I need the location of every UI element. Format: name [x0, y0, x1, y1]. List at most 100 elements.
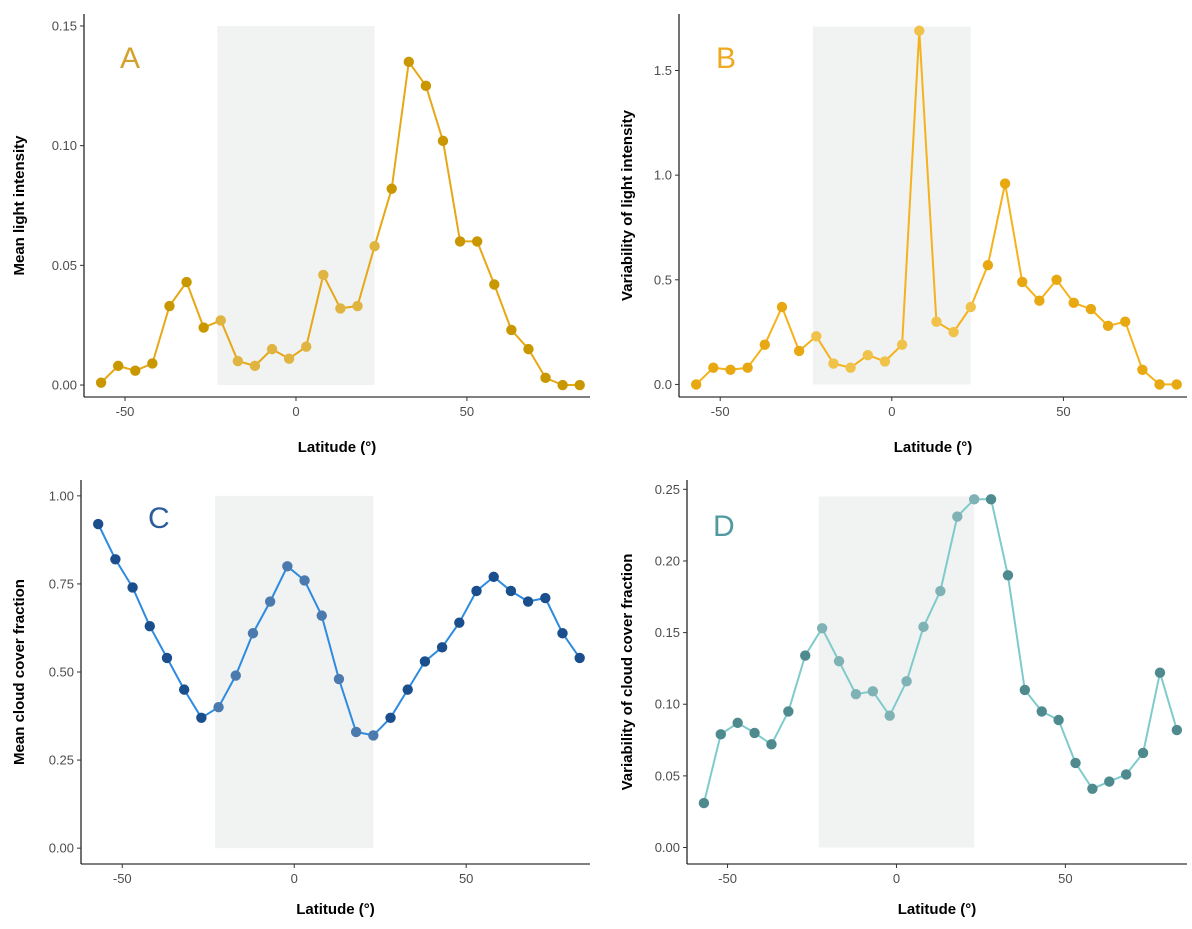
data-point — [247, 628, 259, 639]
data-point — [127, 582, 138, 593]
y-tick-label: 1.00 — [49, 488, 74, 503]
x-tick-label: -50 — [718, 871, 737, 886]
data-point — [982, 259, 994, 271]
x-tick-label: 0 — [893, 871, 900, 886]
y-axis-title: Mean light intensity — [11, 135, 28, 276]
data-point — [540, 372, 551, 384]
data-point — [350, 726, 362, 738]
data-point — [776, 301, 788, 313]
y-tick-label: 0.10 — [52, 138, 77, 153]
data-point — [896, 339, 908, 350]
panel-letter: D — [713, 510, 735, 543]
data-point — [968, 494, 980, 505]
data-point — [1102, 320, 1114, 332]
data-point — [914, 25, 925, 36]
x-axis-title: Latitude (°) — [894, 439, 973, 456]
data-point — [282, 561, 293, 572]
data-point — [147, 358, 158, 369]
data-point — [793, 345, 805, 357]
panel-b: 0.0 0.5 1.0 1.5 -50 0 50 Latitude (°) Variabilit… — [619, 14, 1187, 456]
data-point — [985, 494, 997, 505]
data-point — [1154, 667, 1166, 678]
tropics-band — [215, 495, 374, 849]
data-point — [95, 377, 107, 388]
data-point — [698, 797, 710, 809]
data-point — [130, 365, 141, 376]
data-point — [488, 571, 499, 583]
x-tick-label: 50 — [1058, 871, 1072, 886]
data-point — [557, 379, 568, 391]
data-point — [92, 518, 104, 530]
x-tick-label: 50 — [459, 871, 473, 886]
panel-d: 0.00 0.05 0.10 0.15 0.20 0.25 -50 0 50 Latitude (… — [619, 480, 1187, 918]
data-point — [522, 596, 534, 607]
data-point — [742, 362, 753, 373]
data-point — [402, 684, 413, 695]
data-point — [952, 511, 963, 522]
data-point — [316, 610, 327, 621]
data-point — [1087, 783, 1098, 794]
data-point — [1085, 303, 1097, 315]
data-point — [574, 652, 585, 664]
data-point — [299, 575, 310, 586]
y-tick-label: 0.15 — [52, 18, 77, 33]
data-point — [368, 730, 379, 741]
data-point — [454, 617, 465, 628]
data-point — [783, 706, 794, 717]
data-point — [333, 673, 345, 685]
panel-letter: B — [716, 42, 736, 75]
data-point — [935, 585, 946, 597]
data-point — [800, 650, 811, 661]
y-tick-label: 0.25 — [655, 482, 680, 497]
y-axis-title: Mean cloud cover fraction — [11, 579, 28, 765]
data-point — [1053, 714, 1064, 726]
data-point — [766, 739, 777, 750]
data-point — [884, 710, 895, 721]
data-point — [386, 183, 397, 194]
y-tick-label: 0.20 — [655, 553, 680, 568]
data-point — [1171, 379, 1182, 390]
data-point — [198, 322, 209, 333]
data-point — [230, 670, 241, 681]
data-point — [1068, 297, 1079, 309]
x-tick-label: -50 — [116, 404, 135, 419]
data-point — [369, 240, 380, 252]
y-tick-label: 0.15 — [655, 625, 680, 640]
data-point — [901, 676, 912, 687]
data-point — [523, 343, 534, 355]
data-point — [196, 712, 207, 723]
data-point — [1051, 274, 1062, 285]
data-point — [213, 702, 224, 713]
data-point — [1017, 276, 1028, 288]
data-point — [215, 315, 226, 326]
data-point — [732, 717, 743, 729]
data-point — [181, 276, 192, 288]
data-point — [283, 353, 295, 364]
data-point — [1104, 776, 1115, 787]
x-tick-label: 0 — [291, 871, 298, 886]
x-tick-label: 50 — [1056, 404, 1070, 419]
data-point — [318, 269, 329, 281]
data-point — [164, 300, 175, 312]
data-point — [725, 364, 736, 375]
y-tick-label: 1.0 — [654, 168, 672, 183]
data-point — [385, 712, 396, 723]
y-tick-label: 0.10 — [655, 697, 680, 712]
panel-c: 0.00 0.25 0.50 0.75 1.00 -50 0 50 Latitude (°) Me… — [11, 480, 590, 918]
y-tick-label: 0.05 — [655, 768, 680, 783]
y-tick-label: 0.75 — [49, 576, 74, 591]
data-point — [110, 554, 121, 565]
data-point — [965, 301, 976, 313]
data-point — [1154, 379, 1165, 390]
tropics-band — [812, 26, 971, 385]
y-axis-title: Variability of light intensity — [619, 109, 636, 301]
data-point — [419, 656, 431, 667]
data-point — [690, 379, 702, 390]
data-point — [1036, 706, 1047, 717]
data-point — [471, 585, 482, 597]
data-point — [249, 360, 261, 372]
y-tick-label: 0.00 — [52, 378, 77, 393]
y-tick-label: 0.00 — [49, 841, 74, 856]
x-axis-title: Latitude (°) — [898, 901, 977, 918]
